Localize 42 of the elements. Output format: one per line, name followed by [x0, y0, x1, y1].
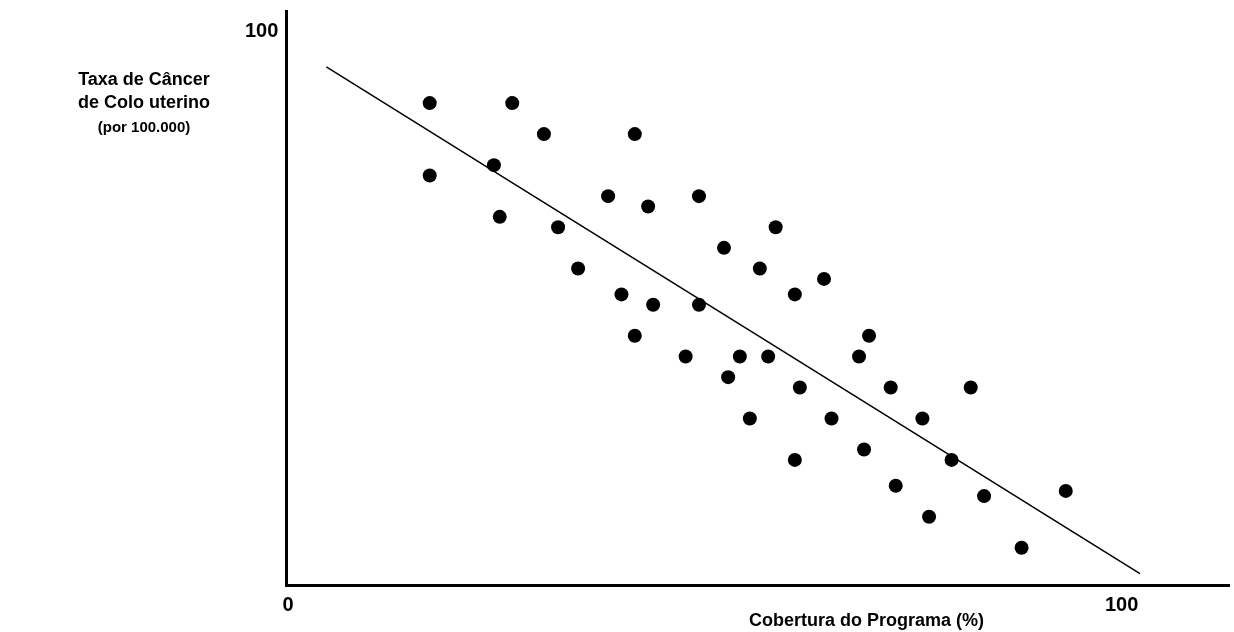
point	[922, 509, 937, 524]
point	[422, 96, 437, 111]
point	[977, 489, 992, 504]
point	[857, 442, 872, 457]
x-tick-label: 0	[282, 593, 294, 615]
point	[817, 271, 832, 286]
point	[717, 240, 731, 255]
y-axis-title: Taxa de Câncer de Colo uterino (por 100.000)	[78, 69, 210, 135]
point	[422, 168, 437, 183]
point	[862, 328, 877, 343]
point	[752, 261, 767, 276]
point	[792, 380, 807, 395]
point	[761, 349, 776, 364]
point	[492, 209, 507, 224]
point	[536, 127, 551, 142]
point	[852, 349, 867, 364]
point	[627, 127, 642, 142]
point	[1014, 540, 1029, 555]
text: 100	[245, 19, 279, 41]
point	[824, 411, 839, 426]
x-axis-title: Cobertura do Programa (%)	[749, 610, 985, 630]
point	[768, 220, 783, 235]
point	[505, 96, 520, 111]
point	[551, 220, 566, 235]
point	[1058, 483, 1073, 498]
point	[614, 287, 629, 302]
point	[678, 349, 693, 364]
point	[641, 199, 656, 214]
point	[787, 452, 802, 467]
point	[721, 370, 736, 385]
point	[915, 411, 930, 426]
point	[883, 380, 898, 395]
point	[787, 287, 802, 302]
point	[571, 261, 586, 276]
point	[963, 380, 978, 395]
point	[742, 411, 757, 426]
point	[691, 189, 706, 204]
point	[646, 297, 661, 312]
point	[627, 328, 642, 343]
point	[888, 478, 903, 493]
point	[601, 189, 616, 204]
point	[732, 349, 747, 364]
